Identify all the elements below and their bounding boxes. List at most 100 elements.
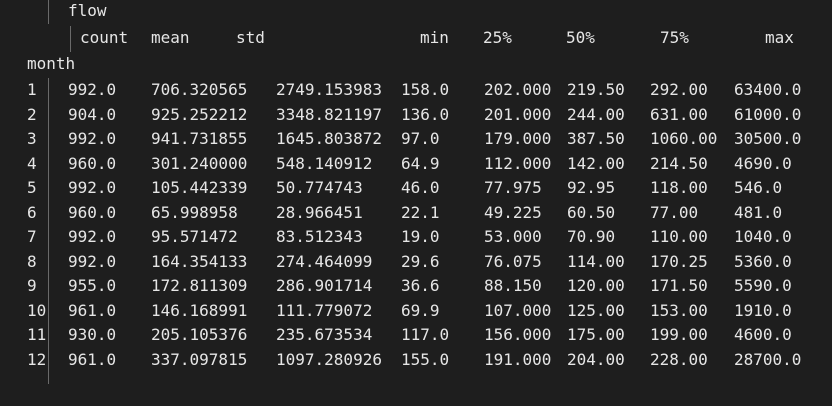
row-index: 10 <box>27 300 47 320</box>
cell-p25: 107.000 <box>484 300 552 320</box>
cell-max: 1910.0 <box>734 300 792 320</box>
cell-count: 930.0 <box>68 325 117 344</box>
cell-count: 904.0 <box>68 104 117 124</box>
column-header-p50: 50% <box>566 28 595 47</box>
cell-max: 481.0 <box>734 202 783 222</box>
cell-p25: 201.000 <box>484 104 552 124</box>
row-index: 4 <box>27 153 37 173</box>
cell-max: 546.0 <box>734 178 783 197</box>
cell-p25: 191.000 <box>484 349 552 369</box>
row-index: 2 <box>27 104 37 124</box>
cell-count: 992.0 <box>68 80 117 99</box>
cell-std: 28.966451 <box>276 202 363 222</box>
cell-p25: 53.000 <box>484 227 542 246</box>
index-name-label: month <box>27 54 76 73</box>
cell-mean: 706.320565 <box>151 80 248 99</box>
cell-min: 64.9 <box>401 153 440 173</box>
indent-guide-columns <box>70 26 71 52</box>
cell-p25: 77.975 <box>484 178 542 197</box>
cell-p50: 387.50 <box>567 129 625 148</box>
column-header-mean: mean <box>151 28 190 47</box>
row-index: 1 <box>27 80 37 99</box>
row-index: 3 <box>27 129 37 148</box>
cell-p25: 76.075 <box>484 251 542 271</box>
cell-std: 2749.153983 <box>276 80 382 99</box>
cell-min: 29.6 <box>401 251 440 271</box>
column-header-min: min <box>420 28 449 47</box>
cell-max: 1040.0 <box>734 227 792 246</box>
cell-mean: 925.252212 <box>151 104 248 124</box>
column-header-std: std <box>236 28 265 47</box>
cell-max: 5590.0 <box>734 276 792 295</box>
cell-p75: 631.00 <box>650 104 708 124</box>
cell-p75: 171.50 <box>650 276 708 295</box>
cell-p75: 214.50 <box>650 153 708 173</box>
cell-p75: 1060.00 <box>650 129 718 148</box>
cell-p25: 202.000 <box>484 80 552 99</box>
column-header-count: count <box>80 28 129 47</box>
cell-min: 69.9 <box>401 300 440 320</box>
cell-p75: 228.00 <box>650 349 708 369</box>
cell-p25: 88.150 <box>484 276 542 295</box>
cell-mean: 337.097815 <box>151 349 248 369</box>
cell-min: 97.0 <box>401 129 440 148</box>
cell-max: 5360.0 <box>734 251 792 271</box>
cell-p50: 219.50 <box>567 80 625 99</box>
cell-std: 1645.803872 <box>276 129 382 148</box>
cell-p50: 60.50 <box>567 202 616 222</box>
cell-p75: 110.00 <box>650 227 708 246</box>
cell-std: 274.464099 <box>276 251 373 271</box>
cell-max: 4690.0 <box>734 153 792 173</box>
row-index: 11 <box>27 325 47 344</box>
cell-p75: 199.00 <box>650 325 708 344</box>
cell-min: 19.0 <box>401 227 440 246</box>
cell-max: 63400.0 <box>734 80 802 99</box>
cell-p50: 125.00 <box>567 300 625 320</box>
cell-p75: 170.25 <box>650 251 708 271</box>
column-header-p25: 25% <box>483 28 512 47</box>
row-index: 5 <box>27 178 37 197</box>
cell-std: 83.512343 <box>276 227 363 246</box>
cell-min: 136.0 <box>401 104 450 124</box>
cell-min: 158.0 <box>401 80 450 99</box>
cell-mean: 172.811309 <box>151 276 248 295</box>
cell-count: 960.0 <box>68 153 117 173</box>
cell-p25: 49.225 <box>484 202 542 222</box>
indent-guide-rows <box>48 78 49 384</box>
cell-max: 30500.0 <box>734 129 802 148</box>
cell-count: 992.0 <box>68 227 117 246</box>
cell-p50: 114.00 <box>567 251 625 271</box>
row-index: 7 <box>27 227 37 246</box>
cell-p50: 142.00 <box>567 153 625 173</box>
column-header-max: max <box>765 28 794 47</box>
cell-std: 548.140912 <box>276 153 373 173</box>
cell-count: 992.0 <box>68 251 117 271</box>
row-index: 8 <box>27 251 37 271</box>
cell-p25: 156.000 <box>484 325 552 344</box>
cell-min: 46.0 <box>401 178 440 197</box>
cell-p50: 70.90 <box>567 227 616 246</box>
cell-p50: 120.00 <box>567 276 625 295</box>
cell-max: 61000.0 <box>734 104 802 124</box>
cell-min: 155.0 <box>401 349 450 369</box>
cell-mean: 105.442339 <box>151 178 248 197</box>
cell-p75: 292.00 <box>650 80 708 99</box>
cell-p75: 77.00 <box>650 202 699 222</box>
cell-std: 3348.821197 <box>276 104 382 124</box>
cell-mean: 205.105376 <box>151 325 248 344</box>
top-header-label: flow <box>68 1 107 20</box>
cell-count: 960.0 <box>68 202 117 222</box>
cell-min: 36.6 <box>401 276 440 295</box>
cell-count: 992.0 <box>68 178 117 197</box>
cell-count: 992.0 <box>68 129 117 148</box>
cell-p25: 112.000 <box>484 153 552 173</box>
cell-p75: 118.00 <box>650 178 708 197</box>
cell-mean: 164.354133 <box>151 251 248 271</box>
cell-mean: 65.998958 <box>151 202 238 222</box>
row-index: 6 <box>27 202 37 222</box>
cell-std: 50.774743 <box>276 178 363 197</box>
indent-guide-top <box>48 0 49 24</box>
column-header-p75: 75% <box>660 28 689 47</box>
cell-mean: 146.168991 <box>151 300 248 320</box>
cell-max: 28700.0 <box>734 349 802 369</box>
